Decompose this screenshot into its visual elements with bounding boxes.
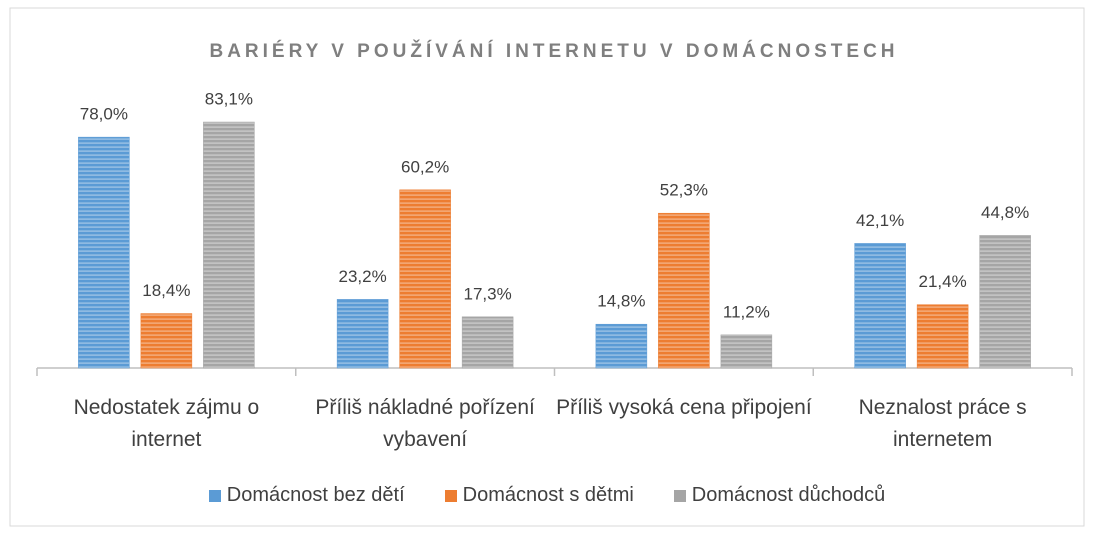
data-label: 23,2% [339, 267, 387, 286]
data-label: 60,2% [401, 157, 449, 176]
bar [203, 121, 255, 369]
data-label: 11,2% [723, 302, 770, 321]
legend-label: Domácnost s dětmi [462, 484, 634, 506]
legend-item: Domácnost s dětmi [444, 484, 634, 507]
bar [461, 316, 514, 369]
legend-label: Domácnost bez dětí [226, 484, 405, 506]
bar [399, 189, 451, 369]
data-label: 78,0% [80, 105, 128, 124]
data-label: 14,8% [597, 292, 645, 311]
data-label: 52,3% [660, 181, 708, 200]
chart-frame [9, 7, 1085, 527]
x-tick-label: Neznalost práce s internetem [858, 396, 1027, 451]
bar [854, 243, 906, 369]
bar [78, 136, 130, 369]
legend-item: Domácnost důchodců [673, 484, 886, 507]
bar [720, 334, 773, 369]
legend-swatch [444, 489, 457, 502]
bar [140, 313, 193, 369]
data-label: 17,3% [464, 284, 512, 303]
bar [658, 212, 710, 369]
data-label: 42,1% [856, 211, 904, 230]
legend-item: Domácnost bez dětí [208, 484, 405, 507]
legend-swatch [673, 489, 686, 502]
legend-swatch [208, 489, 221, 502]
chart-title: BARIÉRY V POUŽÍVÁNÍ INTERNETU V DOMÁCNOS… [209, 40, 898, 62]
x-tick-label: Nedostatek zájmu o internet [73, 396, 260, 451]
bar [595, 323, 648, 369]
data-label: 83,1% [205, 90, 253, 109]
x-tick-label: Příliš vysoká cena připojení [556, 396, 812, 419]
legend: Domácnost bez dětí Domácnost s dětmi Domác… [0, 484, 1094, 507]
bar [336, 299, 389, 369]
x-tick-label: Příliš nákladné pořízení vybavení [315, 396, 535, 451]
data-label: 18,4% [142, 281, 190, 300]
legend-label: Domácnost důchodců [691, 484, 886, 506]
data-label: 21,4% [919, 272, 967, 291]
bar [979, 235, 1031, 369]
data-label: 44,8% [981, 203, 1029, 222]
bar [916, 304, 969, 369]
